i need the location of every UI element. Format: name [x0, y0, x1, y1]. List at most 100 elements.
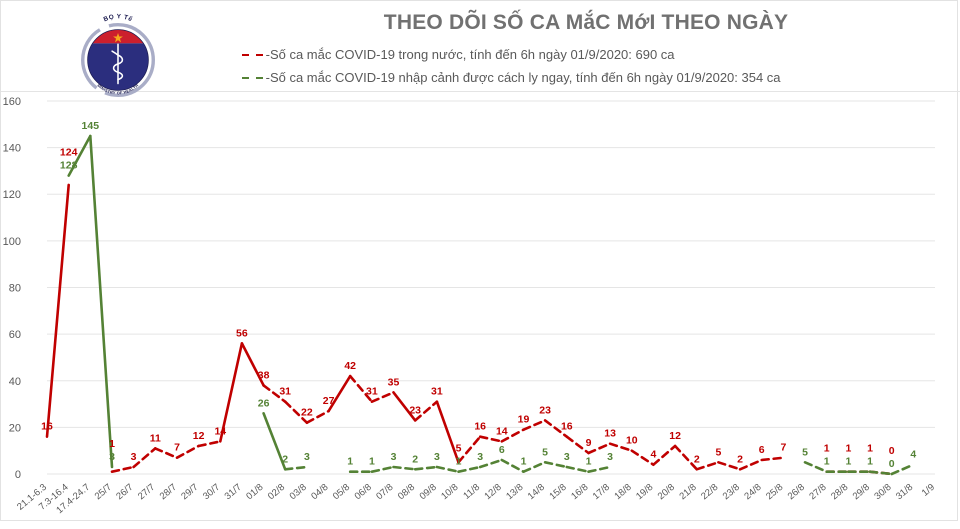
svg-text:22: 22	[301, 407, 313, 419]
svg-text:16: 16	[41, 421, 53, 433]
svg-text:08/8: 08/8	[396, 482, 417, 502]
svg-text:1: 1	[867, 443, 873, 455]
svg-text:1: 1	[456, 456, 462, 468]
svg-text:02/8: 02/8	[266, 482, 287, 502]
svg-text:3: 3	[131, 451, 137, 463]
svg-text:2: 2	[737, 453, 743, 465]
svg-text:26/7: 26/7	[114, 482, 135, 502]
svg-text:1: 1	[586, 456, 592, 468]
svg-text:30/8: 30/8	[872, 482, 893, 502]
svg-text:0: 0	[889, 445, 895, 457]
svg-text:160: 160	[3, 96, 21, 108]
svg-text:3: 3	[109, 451, 115, 463]
svg-text:6: 6	[759, 444, 765, 456]
svg-text:25/7: 25/7	[93, 482, 114, 502]
svg-text:16/8: 16/8	[569, 482, 590, 502]
svg-text:25/8: 25/8	[764, 482, 785, 502]
svg-text:20/8: 20/8	[656, 482, 677, 502]
svg-text:1: 1	[824, 443, 830, 455]
svg-text:12: 12	[193, 430, 205, 442]
svg-text:03/8: 03/8	[288, 482, 309, 502]
svg-text:29/7: 29/7	[179, 482, 200, 502]
svg-text:1: 1	[845, 456, 851, 468]
svg-text:1: 1	[109, 438, 115, 450]
svg-text:11/8: 11/8	[461, 482, 482, 502]
svg-text:140: 140	[3, 143, 21, 155]
svg-text:80: 80	[9, 283, 21, 295]
svg-text:29/8: 29/8	[851, 482, 872, 502]
svg-text:27/7: 27/7	[136, 482, 157, 502]
svg-text:10/8: 10/8	[439, 482, 460, 502]
svg-text:2: 2	[282, 453, 288, 465]
svg-text:14: 14	[214, 425, 226, 437]
svg-text:22/8: 22/8	[699, 482, 720, 502]
svg-text:31: 31	[366, 386, 378, 398]
svg-text:06/8: 06/8	[353, 482, 374, 502]
svg-text:31: 31	[431, 386, 443, 398]
svg-text:124: 124	[60, 147, 78, 159]
svg-text:128: 128	[60, 160, 78, 172]
svg-text:13: 13	[604, 428, 616, 440]
svg-text:1: 1	[369, 456, 375, 468]
svg-text:15/8: 15/8	[547, 482, 568, 502]
svg-text:24/8: 24/8	[742, 482, 763, 502]
svg-text:31/7: 31/7	[223, 482, 244, 502]
svg-text:145: 145	[82, 120, 100, 132]
svg-text:04/8: 04/8	[309, 482, 330, 502]
svg-text:7: 7	[780, 442, 786, 454]
svg-text:11: 11	[150, 432, 161, 444]
svg-text:1: 1	[347, 456, 353, 468]
svg-text:18/8: 18/8	[612, 482, 633, 502]
svg-text:5: 5	[542, 446, 548, 458]
svg-text:28/7: 28/7	[158, 482, 179, 502]
svg-text:42: 42	[344, 360, 356, 372]
svg-text:56: 56	[236, 327, 248, 339]
svg-text:100: 100	[3, 236, 21, 248]
svg-text:38: 38	[258, 369, 270, 381]
svg-text:60: 60	[9, 329, 21, 341]
svg-text:3: 3	[391, 451, 397, 463]
svg-text:20: 20	[9, 422, 21, 434]
svg-text:2: 2	[694, 453, 700, 465]
svg-text:7: 7	[174, 442, 180, 454]
svg-text:31: 31	[279, 386, 291, 398]
svg-text:35: 35	[388, 376, 400, 388]
svg-text:1: 1	[867, 456, 873, 468]
svg-text:05/8: 05/8	[331, 482, 352, 502]
svg-text:3: 3	[434, 451, 440, 463]
svg-text:3: 3	[607, 451, 613, 463]
svg-text:28/8: 28/8	[829, 482, 850, 502]
svg-text:26/8: 26/8	[786, 482, 807, 502]
svg-text:12: 12	[669, 430, 681, 442]
svg-text:1: 1	[824, 456, 830, 468]
svg-text:3: 3	[304, 451, 310, 463]
svg-text:120: 120	[3, 189, 21, 201]
svg-text:27/8: 27/8	[807, 482, 828, 502]
svg-text:16: 16	[561, 421, 573, 433]
svg-text:5: 5	[715, 446, 721, 458]
svg-text:1: 1	[521, 456, 527, 468]
svg-text:31/8: 31/8	[894, 482, 915, 502]
svg-text:4: 4	[650, 449, 656, 461]
svg-text:13/8: 13/8	[504, 482, 525, 502]
svg-text:2: 2	[412, 453, 418, 465]
svg-text:14/8: 14/8	[526, 482, 547, 502]
svg-text:6: 6	[499, 444, 505, 456]
svg-text:4: 4	[910, 449, 916, 461]
svg-text:27: 27	[323, 395, 335, 407]
svg-text:23: 23	[409, 404, 421, 416]
svg-text:07/8: 07/8	[374, 482, 395, 502]
svg-text:30/7: 30/7	[201, 482, 222, 502]
svg-text:16: 16	[474, 421, 486, 433]
svg-text:5: 5	[802, 446, 808, 458]
svg-text:26: 26	[258, 397, 270, 409]
svg-text:1: 1	[845, 443, 851, 455]
svg-text:10: 10	[626, 435, 638, 447]
svg-text:40: 40	[9, 376, 21, 388]
svg-text:17/8: 17/8	[591, 482, 612, 502]
svg-text:09/8: 09/8	[418, 482, 439, 502]
svg-text:23: 23	[539, 404, 551, 416]
svg-text:23/8: 23/8	[721, 482, 742, 502]
svg-text:9: 9	[586, 437, 592, 449]
svg-text:19: 19	[518, 414, 530, 426]
